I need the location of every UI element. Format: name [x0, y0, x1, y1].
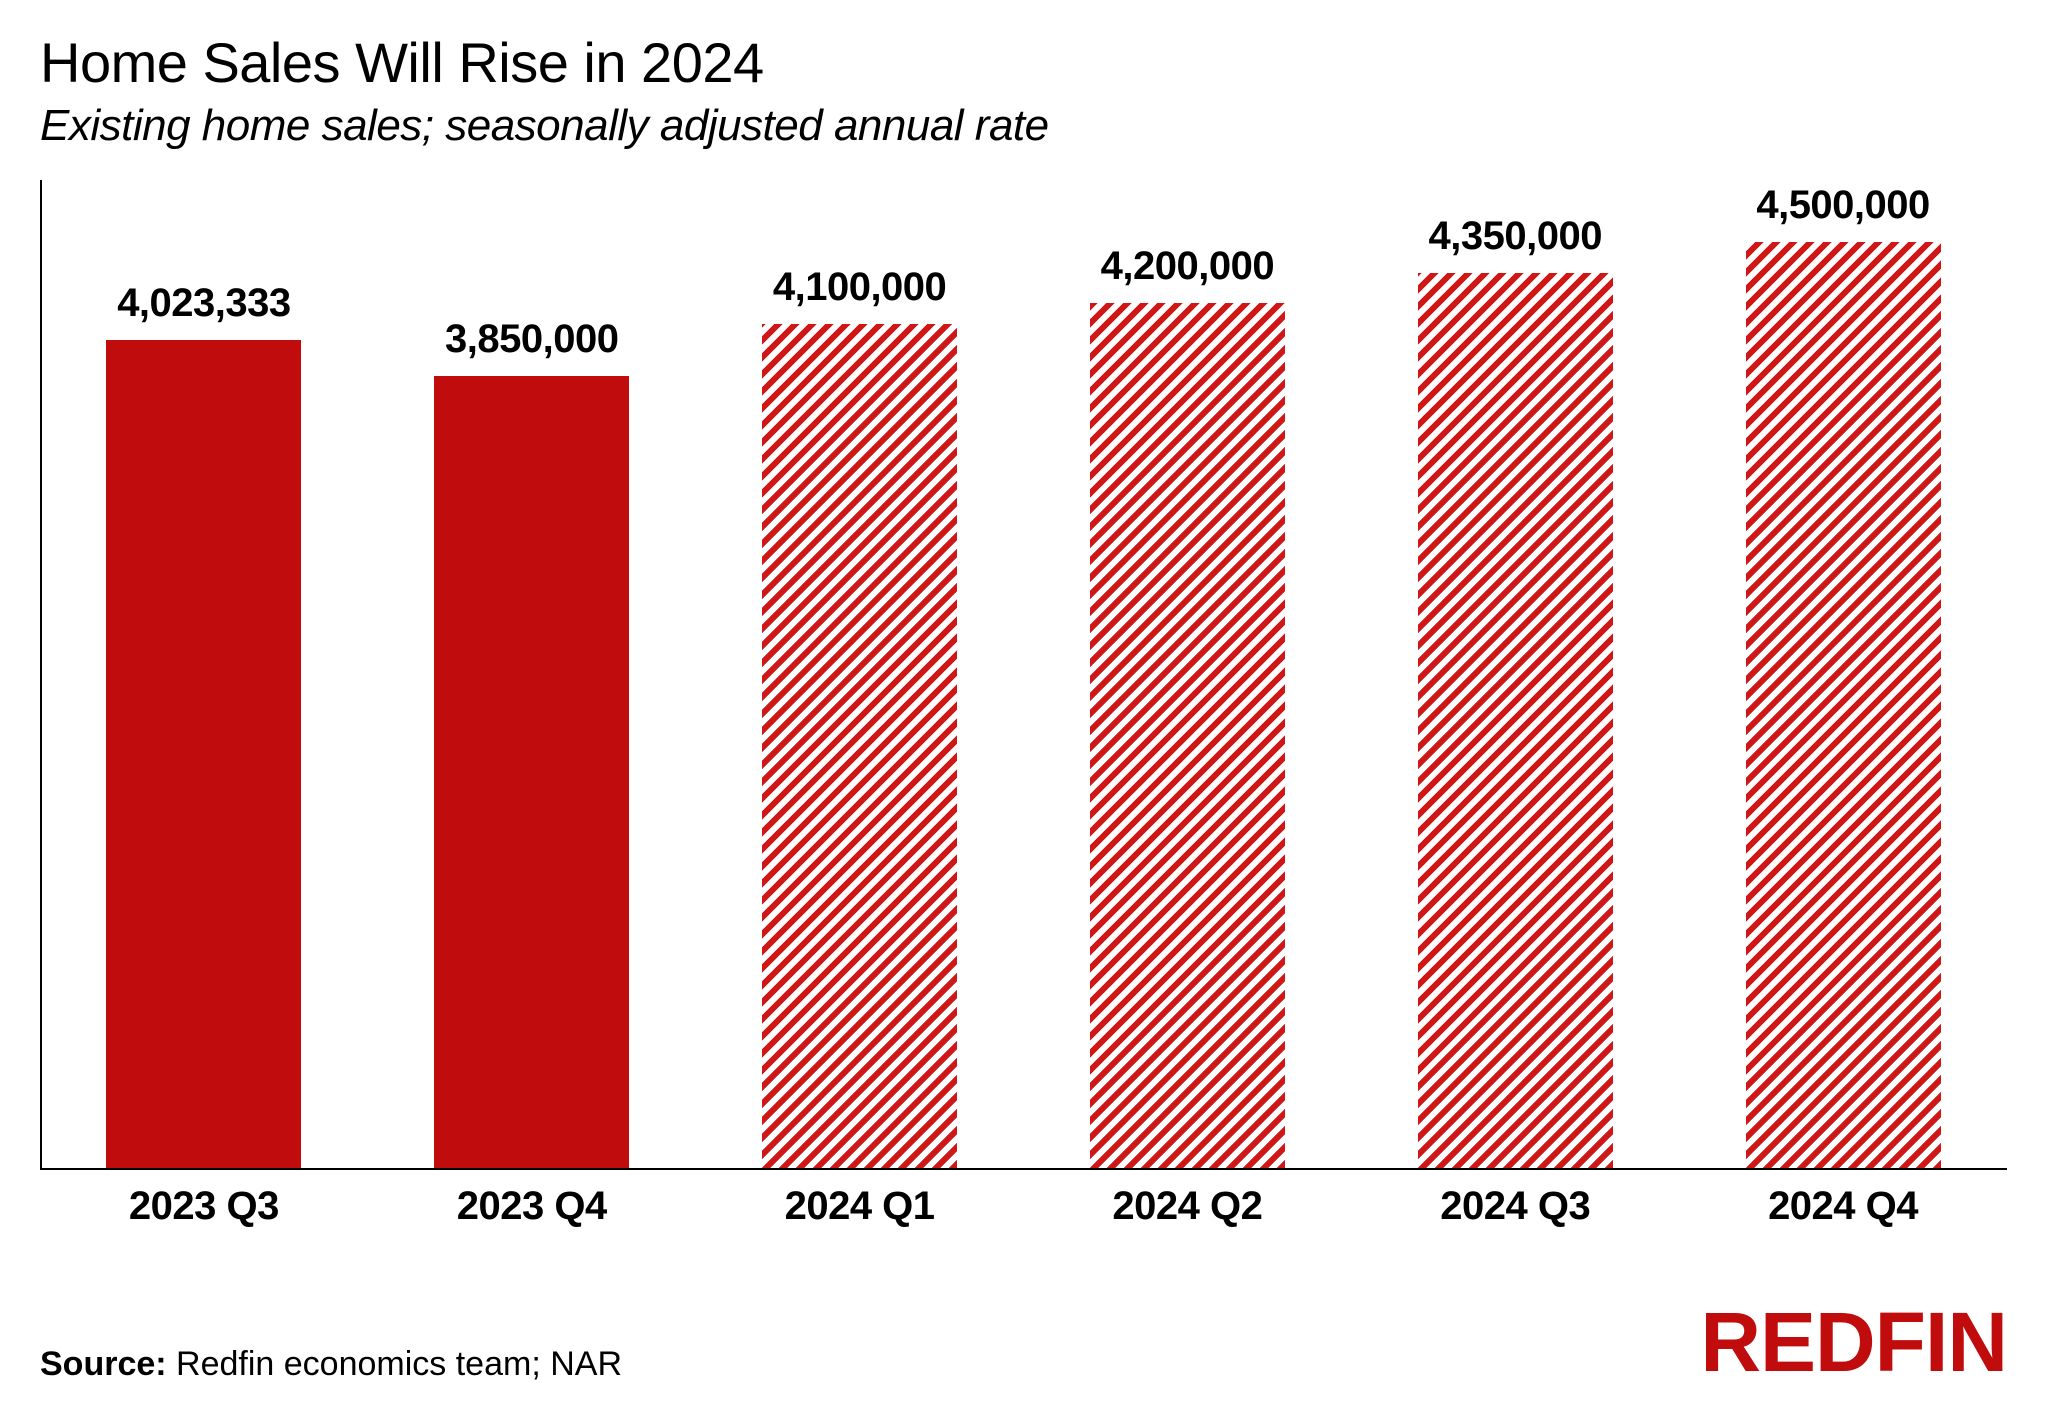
chart-title: Home Sales Will Rise in 2024 [40, 30, 2007, 95]
bar-value-label: 4,500,000 [1756, 183, 1929, 228]
bar-value-label: 4,100,000 [773, 265, 946, 310]
x-axis-label: 2024 Q3 [1351, 1170, 1679, 1240]
source-text: Redfin economics team; NAR [176, 1345, 622, 1383]
footer: Source: Redfin economics team; NAR REDFI… [40, 1300, 2007, 1384]
bar [1090, 303, 1285, 1168]
source-label: Source: [40, 1345, 167, 1383]
x-axis-label: 2024 Q2 [1023, 1170, 1351, 1240]
x-axis-label: 2024 Q1 [696, 1170, 1024, 1240]
x-axis-label: 2023 Q4 [368, 1170, 696, 1240]
plot-area: 4,023,333 3,850,000 4,100,000 4,200,000 [40, 180, 2007, 1170]
x-axis-label: 2023 Q3 [40, 1170, 368, 1240]
x-axis-labels: 2023 Q3 2023 Q4 2024 Q1 2024 Q2 2024 Q3 … [40, 1170, 2007, 1240]
bar-slot: 4,100,000 [696, 180, 1024, 1168]
bar-slot: 4,200,000 [1023, 180, 1351, 1168]
bar [434, 376, 629, 1168]
x-axis-label: 2024 Q4 [1679, 1170, 2007, 1240]
brand-logo: REDFIN [1700, 1300, 2007, 1384]
bar [762, 324, 957, 1168]
bar-slot: 4,500,000 [1679, 180, 2007, 1168]
bar [1418, 273, 1613, 1168]
chart-subtitle: Existing home sales; seasonally adjusted… [40, 101, 2007, 151]
bar [106, 340, 301, 1168]
chart-area: 4,023,333 3,850,000 4,100,000 4,200,000 [40, 180, 2007, 1240]
bar-value-label: 4,350,000 [1429, 214, 1602, 259]
bar-slot: 4,350,000 [1351, 180, 1679, 1168]
bar-value-label: 4,023,333 [117, 281, 290, 326]
bar-slot: 3,850,000 [368, 180, 696, 1168]
bars-container: 4,023,333 3,850,000 4,100,000 4,200,000 [40, 180, 2007, 1168]
bar [1746, 242, 1941, 1168]
page: Home Sales Will Rise in 2024 Existing ho… [0, 0, 2047, 1420]
source-line: Source: Redfin economics team; NAR [40, 1345, 622, 1384]
bar-value-label: 3,850,000 [445, 317, 618, 362]
bar-value-label: 4,200,000 [1101, 244, 1274, 289]
bar-slot: 4,023,333 [40, 180, 368, 1168]
